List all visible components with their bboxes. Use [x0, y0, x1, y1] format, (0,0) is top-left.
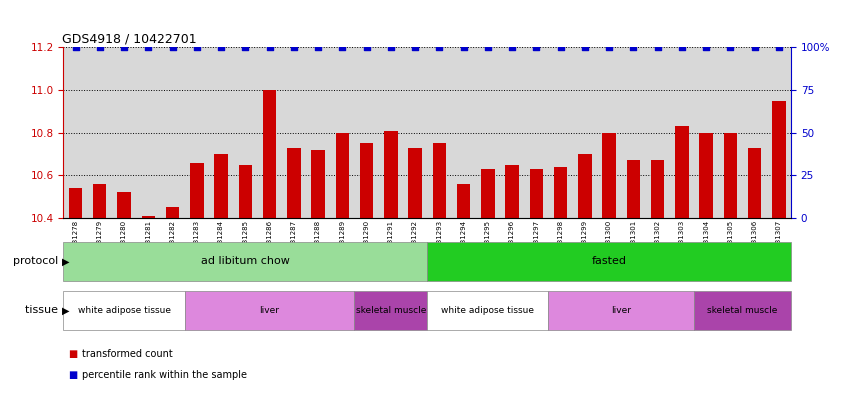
- Point: [530, 44, 543, 50]
- Point: [505, 44, 519, 50]
- Bar: [602, 132, 616, 218]
- Point: [578, 44, 591, 50]
- Point: [360, 44, 373, 50]
- Bar: [457, 184, 470, 218]
- Point: [723, 44, 737, 50]
- Point: [384, 44, 398, 50]
- Bar: [184, 291, 354, 330]
- Point: [118, 44, 131, 50]
- Bar: [651, 160, 664, 218]
- Bar: [239, 165, 252, 218]
- Bar: [63, 291, 184, 330]
- Text: GDS4918 / 10422701: GDS4918 / 10422701: [62, 33, 196, 46]
- Point: [457, 44, 470, 50]
- Bar: [723, 132, 737, 218]
- Point: [432, 44, 446, 50]
- Point: [651, 44, 664, 50]
- Bar: [578, 154, 591, 218]
- Text: percentile rank within the sample: percentile rank within the sample: [82, 370, 247, 380]
- Bar: [694, 291, 791, 330]
- Text: tissue: tissue: [25, 305, 62, 316]
- Bar: [166, 208, 179, 218]
- Bar: [214, 154, 228, 218]
- Text: liver: liver: [260, 306, 279, 315]
- Point: [93, 44, 107, 50]
- Bar: [384, 130, 398, 218]
- Bar: [675, 126, 689, 218]
- Bar: [354, 291, 427, 330]
- Bar: [63, 242, 427, 281]
- Point: [263, 44, 277, 50]
- Point: [748, 44, 761, 50]
- Text: skeletal muscle: skeletal muscle: [355, 306, 426, 315]
- Point: [190, 44, 204, 50]
- Text: ■: ■: [68, 349, 77, 359]
- Point: [602, 44, 616, 50]
- Point: [311, 44, 325, 50]
- Bar: [336, 132, 349, 218]
- Bar: [505, 165, 519, 218]
- Bar: [69, 188, 82, 218]
- Bar: [427, 242, 791, 281]
- Bar: [481, 169, 495, 218]
- Bar: [311, 150, 325, 218]
- Point: [481, 44, 495, 50]
- Text: transformed count: transformed count: [82, 349, 173, 359]
- Bar: [263, 90, 277, 218]
- Bar: [432, 143, 446, 218]
- Text: ad libitum chow: ad libitum chow: [201, 256, 290, 266]
- Bar: [554, 167, 568, 218]
- Bar: [530, 169, 543, 218]
- Text: protocol: protocol: [13, 256, 62, 266]
- Point: [627, 44, 640, 50]
- Point: [239, 44, 252, 50]
- Text: liver: liver: [612, 306, 631, 315]
- Text: ▶: ▶: [62, 305, 69, 316]
- Text: skeletal muscle: skeletal muscle: [707, 306, 777, 315]
- Bar: [360, 143, 373, 218]
- Point: [166, 44, 179, 50]
- Point: [336, 44, 349, 50]
- Text: ■: ■: [68, 370, 77, 380]
- Point: [69, 44, 82, 50]
- Bar: [748, 148, 761, 218]
- Bar: [772, 101, 786, 218]
- Point: [214, 44, 228, 50]
- Text: fasted: fasted: [591, 256, 627, 266]
- Point: [287, 44, 300, 50]
- Point: [675, 44, 689, 50]
- Bar: [141, 216, 155, 218]
- Bar: [427, 291, 548, 330]
- Text: ▶: ▶: [62, 256, 69, 266]
- Bar: [287, 148, 300, 218]
- Bar: [118, 193, 131, 218]
- Text: white adipose tissue: white adipose tissue: [78, 306, 171, 315]
- Point: [409, 44, 422, 50]
- Bar: [700, 132, 713, 218]
- Text: white adipose tissue: white adipose tissue: [442, 306, 535, 315]
- Point: [141, 44, 155, 50]
- Point: [554, 44, 568, 50]
- Bar: [548, 291, 694, 330]
- Bar: [409, 148, 422, 218]
- Point: [700, 44, 713, 50]
- Point: [772, 44, 786, 50]
- Bar: [627, 160, 640, 218]
- Bar: [190, 163, 204, 218]
- Bar: [93, 184, 107, 218]
